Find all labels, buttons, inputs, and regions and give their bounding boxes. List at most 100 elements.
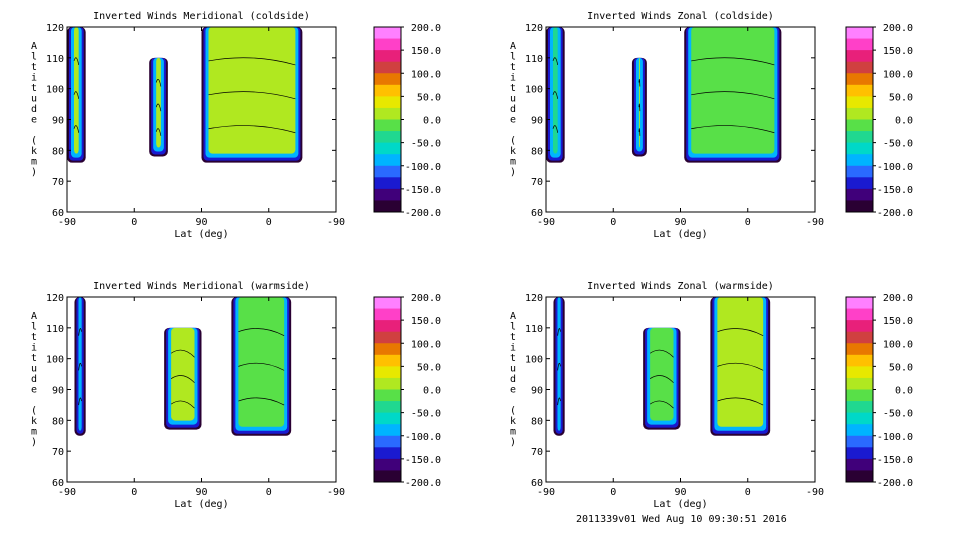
colorbar-swatch	[374, 412, 401, 425]
panel-2: Inverted Winds Zonal (coldside) 60 70 80 90 1…	[510, 11, 913, 240]
region-core	[691, 27, 775, 154]
y-tick-label: 60	[52, 478, 64, 489]
chart-title: Inverted Winds Zonal (warmside)	[587, 281, 774, 292]
y-tick-label: 110	[46, 54, 64, 65]
colorbar-swatch	[846, 366, 873, 379]
y-tick-label: 60	[52, 208, 64, 219]
colorbar-label: -50.0	[411, 139, 441, 150]
region-core	[74, 27, 79, 154]
colorbar-swatch	[846, 84, 873, 97]
colorbar-swatch	[374, 424, 401, 437]
y-tick-label: 120	[46, 23, 64, 34]
contour-line	[717, 397, 764, 406]
y-tick-label: 70	[531, 177, 543, 188]
colorbar-swatch	[846, 96, 873, 109]
contour-line	[73, 91, 80, 99]
colorbar-swatch	[846, 38, 873, 51]
colorbar-label: -100.0	[405, 432, 441, 443]
colorbar-swatch	[374, 447, 401, 460]
colorbar-swatch	[374, 119, 401, 132]
colorbar-label: 0.0	[895, 386, 913, 397]
colorbar-swatch	[374, 401, 401, 414]
x-tick-label: 0	[745, 487, 751, 498]
x-axis-label: Lat (deg)	[653, 499, 707, 510]
y-tick-label: 60	[531, 208, 543, 219]
colorbar-label: -100.0	[877, 432, 913, 443]
data-region	[684, 27, 782, 163]
y-tick-label: 70	[52, 177, 64, 188]
colorbar-swatch	[374, 131, 401, 144]
colorbar-label: 100.0	[411, 339, 441, 350]
contour-line	[73, 57, 80, 65]
chart-title: Inverted Winds Meridional (warmside)	[93, 281, 310, 292]
colorbar-swatch	[374, 188, 401, 201]
colorbar-swatch	[846, 424, 873, 437]
y-tick-label: 100	[46, 355, 64, 366]
contour-line	[649, 375, 674, 383]
colorbar-label: 0.0	[895, 116, 913, 127]
colorbar-swatch	[846, 412, 873, 425]
colorbar-swatch	[846, 200, 873, 213]
colorbar-swatch	[846, 308, 873, 321]
colorbar-swatch	[374, 107, 401, 120]
x-tick-label: 90	[674, 217, 686, 228]
colorbar-swatch	[374, 38, 401, 51]
colorbar-swatch	[846, 458, 873, 471]
colorbar-swatch	[374, 165, 401, 178]
contour-line	[552, 91, 559, 99]
x-tick-label: 0	[610, 487, 616, 498]
contour-line	[238, 362, 285, 371]
x-tick-label: -90	[58, 217, 76, 228]
y-tick-label: 120	[46, 293, 64, 304]
panel-4: Inverted Winds Zonal (warmside) 60 70 80 90 1…	[510, 281, 913, 510]
y-tick-label: 110	[525, 324, 543, 335]
y-tick-label: 70	[52, 447, 64, 458]
panel-1: Inverted Winds Meridional (coldside) 60 70…	[31, 11, 441, 240]
colorbar-label: -150.0	[405, 455, 441, 466]
colorbar-swatch	[846, 377, 873, 390]
y-tick-label: 100	[525, 355, 543, 366]
chart-title: Inverted Winds Meridional (coldside)	[93, 11, 310, 22]
colorbar-swatch	[846, 177, 873, 190]
x-tick-label: -90	[537, 487, 555, 498]
data-region	[149, 57, 168, 157]
colorbar-label: -150.0	[877, 185, 913, 196]
y-tick-label: 90	[52, 116, 64, 127]
colorbar-swatch	[374, 154, 401, 167]
y-tick-label: 90	[52, 386, 64, 397]
colorbar-swatch	[846, 73, 873, 86]
y-tick-label: 120	[525, 293, 543, 304]
region-core	[238, 297, 285, 427]
colorbar-swatch	[374, 389, 401, 402]
y-tick-label: 100	[46, 85, 64, 96]
x-tick-label: 90	[674, 487, 686, 498]
panel-3: Inverted Winds Meridional (warmside) 60 70…	[31, 281, 441, 510]
colorbar-label: 0.0	[423, 116, 441, 127]
contour-line	[691, 91, 775, 100]
x-tick-label: -90	[327, 217, 345, 228]
colorbar-swatch	[374, 343, 401, 356]
contour-line	[170, 375, 195, 383]
colorbar-swatch	[846, 188, 873, 201]
data-region	[710, 297, 771, 436]
x-tick-label: 0	[131, 487, 137, 498]
contour-line	[170, 349, 195, 358]
colorbar-swatch	[374, 96, 401, 109]
data-region	[67, 27, 86, 163]
colorbar-swatch	[374, 73, 401, 86]
colorbar-swatch	[374, 308, 401, 321]
x-tick-label: 90	[195, 487, 207, 498]
colorbar-swatch	[846, 447, 873, 460]
x-tick-label: -90	[806, 487, 824, 498]
contour-line	[78, 362, 82, 371]
colorbar-label: 200.0	[411, 293, 441, 304]
contour-line	[238, 328, 285, 336]
x-tick-label: -90	[537, 217, 555, 228]
colorbar: 200.0 150.0 100.0 50.0 0.0 -50.0 -100.0 -150.0 -…	[373, 23, 441, 219]
colorbar-swatch	[374, 200, 401, 213]
y-tick-label: 90	[531, 116, 543, 127]
y-tick-label: 60	[531, 478, 543, 489]
data-region	[631, 57, 647, 157]
contour-line	[170, 400, 195, 409]
